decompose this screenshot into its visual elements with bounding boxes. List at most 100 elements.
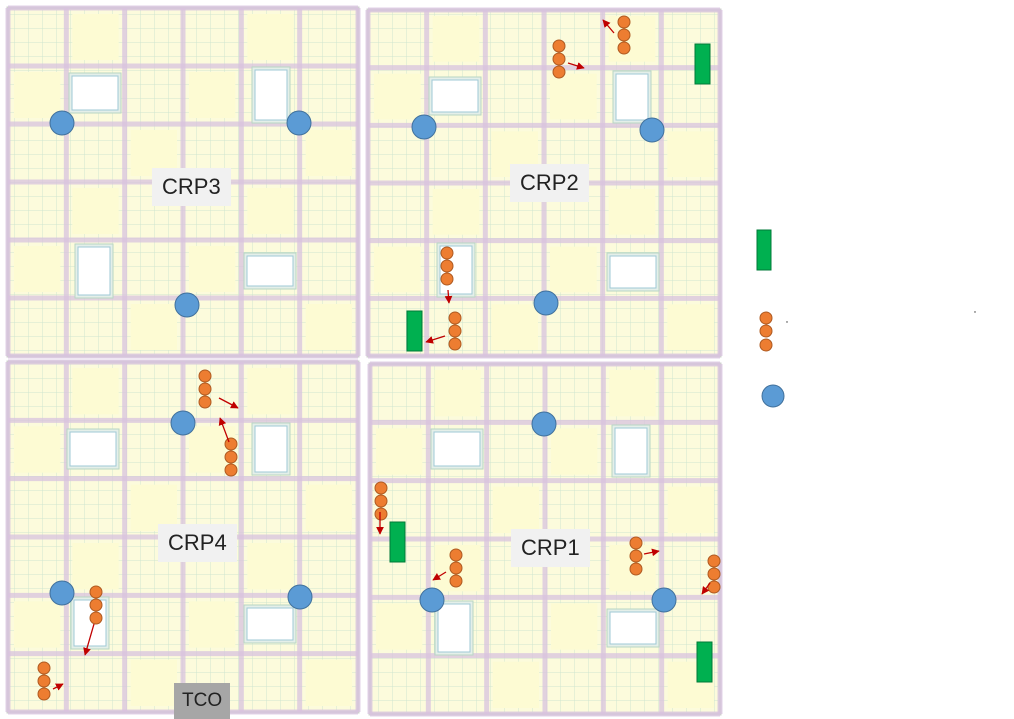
orange-dot — [374, 481, 388, 495]
grid-cell — [72, 14, 119, 60]
window-opening — [77, 246, 111, 296]
red-arrow — [52, 683, 64, 691]
window-opening — [431, 79, 479, 113]
grid-cell — [72, 368, 119, 415]
grid-cell — [305, 304, 352, 350]
grid-cell — [247, 188, 294, 234]
grid-cell — [374, 246, 421, 293]
grid-cell — [305, 659, 352, 706]
legend-orange-dot — [759, 338, 773, 352]
grid-cell — [550, 73, 597, 120]
orange-dot — [198, 382, 212, 396]
grid-cell — [247, 14, 294, 60]
orange-dot — [448, 324, 462, 338]
red-arrow — [432, 571, 447, 581]
grid-cell — [14, 601, 61, 648]
grid-cell — [667, 304, 714, 350]
blue-circle — [651, 587, 677, 613]
grid-cell — [376, 428, 423, 475]
grid-cell — [608, 16, 656, 62]
legend-orange-dot — [759, 311, 773, 325]
window-opening — [609, 255, 657, 289]
orange-dot — [37, 674, 51, 688]
orange-dot — [89, 585, 103, 599]
orange-dot — [552, 65, 566, 79]
grid-cell — [492, 486, 539, 533]
blue-circle — [286, 110, 312, 136]
orange-dot — [224, 437, 238, 451]
grid-cell — [551, 428, 598, 475]
blue-circle — [533, 290, 559, 316]
orange-dot — [707, 580, 721, 594]
grid-cell — [434, 370, 481, 417]
orange-dot — [448, 337, 462, 351]
legend-green-rectangle — [756, 229, 772, 271]
panel-label-crp1: CRP1 — [511, 529, 590, 567]
grid-cell — [189, 246, 236, 292]
window-opening — [254, 69, 288, 121]
green-rectangle — [696, 641, 713, 683]
window-opening — [433, 431, 481, 467]
grid-cell — [305, 484, 352, 531]
legend-blue-circle — [761, 384, 785, 408]
panel-label-crp2: CRP2 — [510, 164, 589, 202]
orange-dot — [224, 463, 238, 477]
grid-cell — [14, 246, 61, 292]
orange-dot — [374, 494, 388, 508]
orange-dot — [440, 272, 454, 286]
stray-dot — [786, 321, 788, 323]
red-arrow — [701, 582, 711, 595]
grid-cell — [72, 188, 119, 234]
orange-dot — [449, 548, 463, 562]
orange-dot — [374, 507, 388, 521]
orange-dot — [449, 574, 463, 588]
orange-dot — [448, 311, 462, 325]
blue-circle — [174, 292, 200, 318]
grid-cell — [14, 72, 61, 118]
orange-dot — [440, 246, 454, 260]
orange-dot — [629, 549, 643, 563]
window-opening — [69, 431, 117, 467]
orange-dot — [552, 39, 566, 53]
grid-cell — [491, 304, 538, 350]
orange-dot — [707, 554, 721, 568]
blue-circle — [49, 110, 75, 136]
orange-dot — [707, 567, 721, 581]
orange-dot — [440, 259, 454, 273]
grid-cell — [376, 603, 423, 650]
grid-cell — [492, 661, 539, 708]
orange-dot — [617, 28, 631, 42]
orange-dot — [198, 395, 212, 409]
red-arrow — [83, 623, 95, 656]
window-opening — [71, 75, 119, 111]
orange-dot — [37, 687, 51, 701]
orange-dot — [617, 15, 631, 29]
blue-circle — [531, 411, 557, 437]
red-arrow — [444, 289, 453, 304]
green-rectangle — [694, 43, 711, 85]
grid-cell — [305, 130, 352, 176]
green-rectangle — [406, 310, 423, 352]
grid-cell — [247, 543, 294, 590]
blue-circle — [411, 114, 437, 140]
window-opening — [614, 427, 648, 475]
window-opening — [246, 607, 294, 641]
grid-cell — [374, 73, 421, 120]
grid-cell — [72, 543, 119, 590]
window-opening — [246, 255, 294, 287]
grid-cell — [14, 426, 61, 473]
blue-circle — [419, 587, 445, 613]
red-arrow — [643, 548, 660, 557]
orange-dot — [224, 450, 238, 464]
red-arrow — [567, 62, 585, 70]
legend-orange-dot — [759, 324, 773, 338]
orange-dot — [449, 561, 463, 575]
window-opening — [437, 603, 471, 653]
orange-dot — [552, 52, 566, 66]
red-arrow — [218, 397, 239, 409]
grid-cell — [130, 304, 177, 350]
orange-dot — [629, 536, 643, 550]
blue-circle — [49, 580, 75, 606]
grid-cell — [608, 189, 656, 235]
